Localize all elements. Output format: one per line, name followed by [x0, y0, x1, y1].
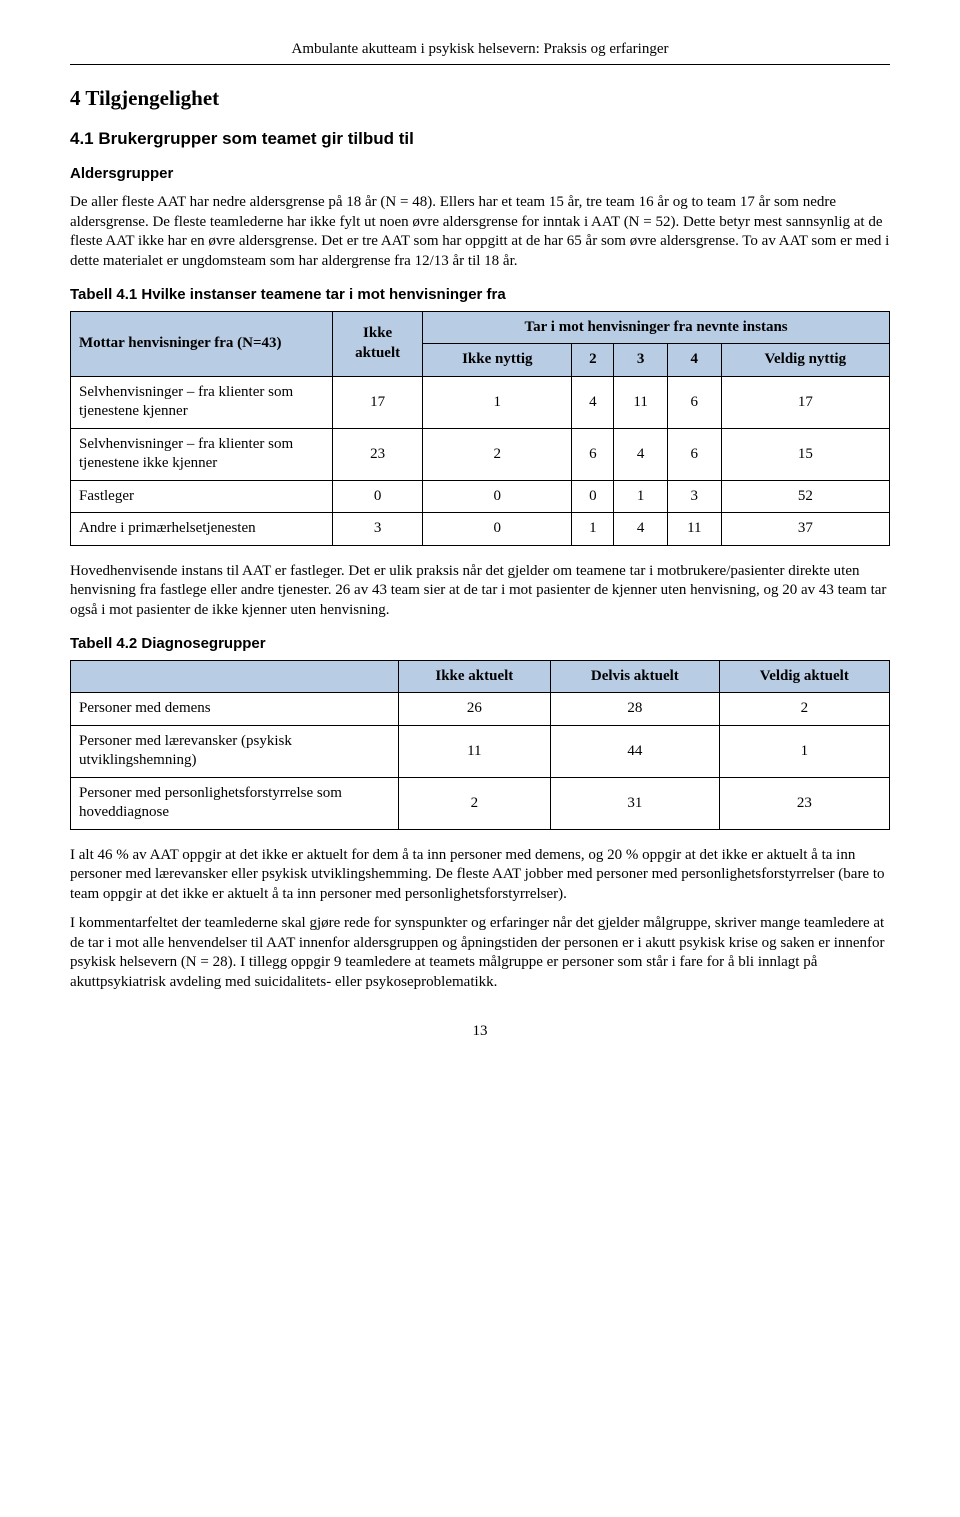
table1: Mottar henvisninger fra (N=43)Ikke aktue… — [70, 311, 890, 546]
table1-caption: Tabell 4.1 Hvilke instanser teamene tar … — [70, 285, 890, 305]
table1-subcol-3: 4 — [667, 344, 721, 377]
table1-row-3-col-3: 11 — [667, 513, 721, 546]
table1-row-label-2: Fastleger — [71, 480, 333, 513]
table1-row-3-ikke-aktuelt: 3 — [333, 513, 423, 546]
table2-col-1: Delvis aktuelt — [551, 660, 720, 693]
table1-row-3-col-4: 37 — [721, 513, 889, 546]
table1-row-1-col-0: 2 — [423, 428, 572, 480]
table1-subcol-2: 3 — [614, 344, 668, 377]
table2-row-label-0: Personer med demens — [71, 693, 399, 726]
table1-row-1-col-1: 6 — [572, 428, 614, 480]
table1-row-label-1: Selvhenvisninger – fra klienter som tjen… — [71, 428, 333, 480]
table1-row-1-col-2: 4 — [614, 428, 668, 480]
table1-row-label-3: Andre i primærhelsetjenesten — [71, 513, 333, 546]
table1-row-0-ikke-aktuelt: 17 — [333, 376, 423, 428]
table2-row-0-col-2: 2 — [719, 693, 889, 726]
table2-caption: Tabell 4.2 Diagnosegrupper — [70, 634, 890, 654]
table1-subcol-0: Ikke nyttig — [423, 344, 572, 377]
table1-col-ikke-aktuelt: Ikke aktuelt — [333, 311, 423, 376]
table2-row-label-2: Personer med personlighetsforstyrrelse s… — [71, 777, 399, 829]
table1-row-2-col-0: 0 — [423, 480, 572, 513]
table1-row-2-ikke-aktuelt: 0 — [333, 480, 423, 513]
paragraph-4: I kommentarfeltet der teamlederne skal g… — [70, 914, 890, 992]
table2-row-1-col-0: 11 — [398, 725, 551, 777]
table2-col-2: Veldig aktuelt — [719, 660, 889, 693]
table1-row-2-col-4: 52 — [721, 480, 889, 513]
table1-span-header: Tar i mot henvisninger fra nevnte instan… — [423, 311, 890, 344]
table1-row-2-col-3: 3 — [667, 480, 721, 513]
table1-rowlabel-header: Mottar henvisninger fra (N=43) — [71, 311, 333, 376]
table2-row-2-col-1: 31 — [551, 777, 720, 829]
paragraph-1: De aller fleste AAT har nedre aldersgren… — [70, 193, 890, 271]
table2-row-1-col-1: 44 — [551, 725, 720, 777]
paragraph-2: Hovedhenvisende instans til AAT er fastl… — [70, 562, 890, 621]
page-number: 13 — [70, 1022, 890, 1042]
table2: Ikke aktueltDelvis aktueltVeldig aktuelt… — [70, 660, 890, 830]
table1-row-1-col-4: 15 — [721, 428, 889, 480]
table1-row-0-col-4: 17 — [721, 376, 889, 428]
subsection-heading: 4.1 Brukergrupper som teamet gir tilbud … — [70, 128, 890, 150]
table1-row-3-col-1: 1 — [572, 513, 614, 546]
table2-col-0: Ikke aktuelt — [398, 660, 551, 693]
table2-blank-header — [71, 660, 399, 693]
table1-row-1-col-3: 6 — [667, 428, 721, 480]
table1-subcol-4: Veldig nyttig — [721, 344, 889, 377]
table2-row-0-col-1: 28 — [551, 693, 720, 726]
section-heading: 4 Tilgjengelighet — [70, 85, 890, 112]
table2-row-2-col-2: 23 — [719, 777, 889, 829]
table2-row-0-col-0: 26 — [398, 693, 551, 726]
table1-row-0-col-2: 11 — [614, 376, 668, 428]
table1-row-2-col-2: 1 — [614, 480, 668, 513]
table1-row-label-0: Selvhenvisninger – fra klienter som tjen… — [71, 376, 333, 428]
table1-row-2-col-1: 0 — [572, 480, 614, 513]
table1-row-0-col-1: 4 — [572, 376, 614, 428]
table1-row-0-col-0: 1 — [423, 376, 572, 428]
table1-subcol-1: 2 — [572, 344, 614, 377]
table1-row-3-col-0: 0 — [423, 513, 572, 546]
running-header: Ambulante akutteam i psykisk helsevern: … — [70, 40, 890, 65]
table1-row-0-col-3: 6 — [667, 376, 721, 428]
table2-row-1-col-2: 1 — [719, 725, 889, 777]
table1-row-3-col-2: 4 — [614, 513, 668, 546]
subheading-age-groups: Aldersgrupper — [70, 164, 890, 184]
table2-row-2-col-0: 2 — [398, 777, 551, 829]
table1-row-1-ikke-aktuelt: 23 — [333, 428, 423, 480]
paragraph-3: I alt 46 % av AAT oppgir at det ikke er … — [70, 846, 890, 905]
table2-row-label-1: Personer med lærevansker (psykisk utvikl… — [71, 725, 399, 777]
